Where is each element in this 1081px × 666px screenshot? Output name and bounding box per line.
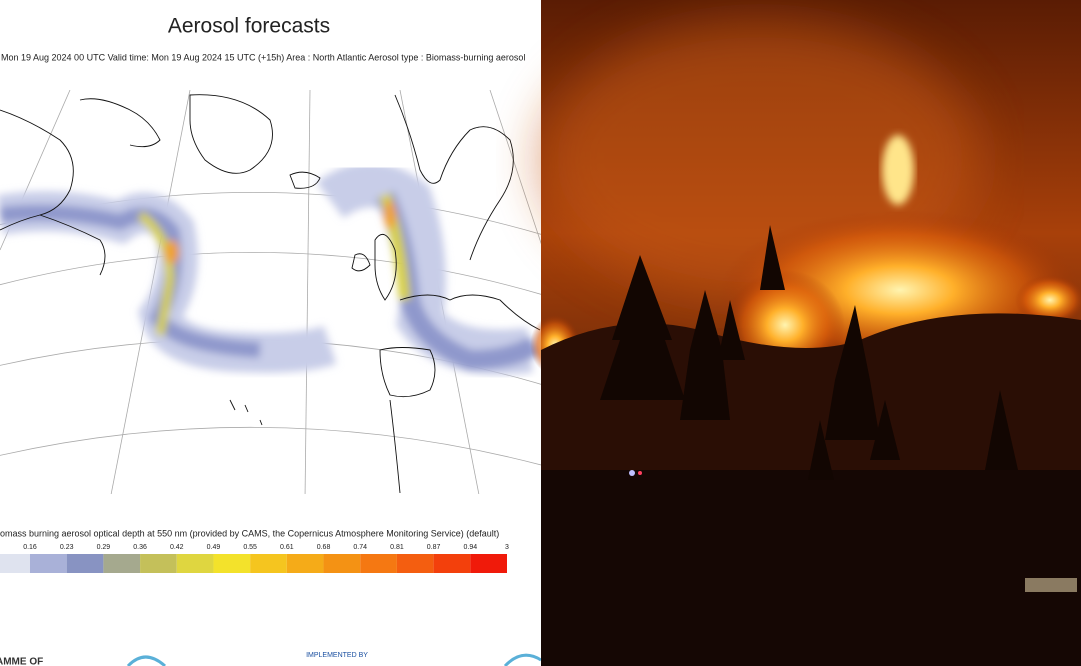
footer-left: AMME OF xyxy=(0,657,43,666)
colorbar-label: 0.23 xyxy=(60,544,74,551)
colorbar-label: 0.16 xyxy=(23,544,37,551)
logo xyxy=(126,655,167,666)
colorbar-label: 3 xyxy=(505,544,509,551)
colorbar-label: 0.42 xyxy=(170,544,184,551)
colorbar-label: 0.55 xyxy=(243,544,257,551)
colorbar-label: 0.68 xyxy=(317,544,331,551)
colorbar-swatch xyxy=(140,554,177,573)
colorbar-swatch xyxy=(213,554,251,573)
footer-center: IMPLEMENTED BY xyxy=(306,652,368,659)
colorbar-label: 0.49 xyxy=(207,544,221,551)
colorbar-swatch xyxy=(103,554,141,573)
colorbar-swatch xyxy=(433,554,471,573)
colorbar-swatch xyxy=(396,554,434,573)
colorbar: 0.16 0.23 0.29 0.36 0.42 0.49 0.55 0.61 0.68 0.74… xyxy=(0,544,509,573)
colorbar-swatch xyxy=(30,554,67,573)
logo xyxy=(503,653,542,666)
colorbar-label: 0.61 xyxy=(280,544,294,551)
colorbar-swatch xyxy=(286,554,324,573)
coastlines xyxy=(0,94,541,494)
colorbar-label: 0.81 xyxy=(390,544,404,551)
map xyxy=(0,90,541,494)
aerosol-plume xyxy=(0,162,541,375)
wildfire-photo xyxy=(530,0,1081,666)
colorbar-swatch xyxy=(0,554,30,573)
colorbar-swatch xyxy=(360,554,397,573)
subtitle: : Mon 19 Aug 2024 00 UTC Valid time: Mon… xyxy=(0,52,525,62)
colorbar-label: 0.87 xyxy=(427,544,441,551)
title: Aerosol forecasts xyxy=(168,15,330,38)
colorbar-swatch xyxy=(323,554,361,573)
colorbar-swatch xyxy=(250,554,287,573)
colorbar-label: 0.94 xyxy=(463,544,477,551)
colorbar-label: 0.29 xyxy=(97,544,111,551)
colorbar-label: 0.36 xyxy=(133,544,147,551)
legend-title: iomass burning aerosol optical depth at … xyxy=(0,528,499,538)
colorbar-swatch xyxy=(176,554,214,573)
colorbar-swatch xyxy=(66,554,104,573)
colorbar-swatch xyxy=(470,554,507,573)
colorbar-label: 0.74 xyxy=(353,544,367,551)
